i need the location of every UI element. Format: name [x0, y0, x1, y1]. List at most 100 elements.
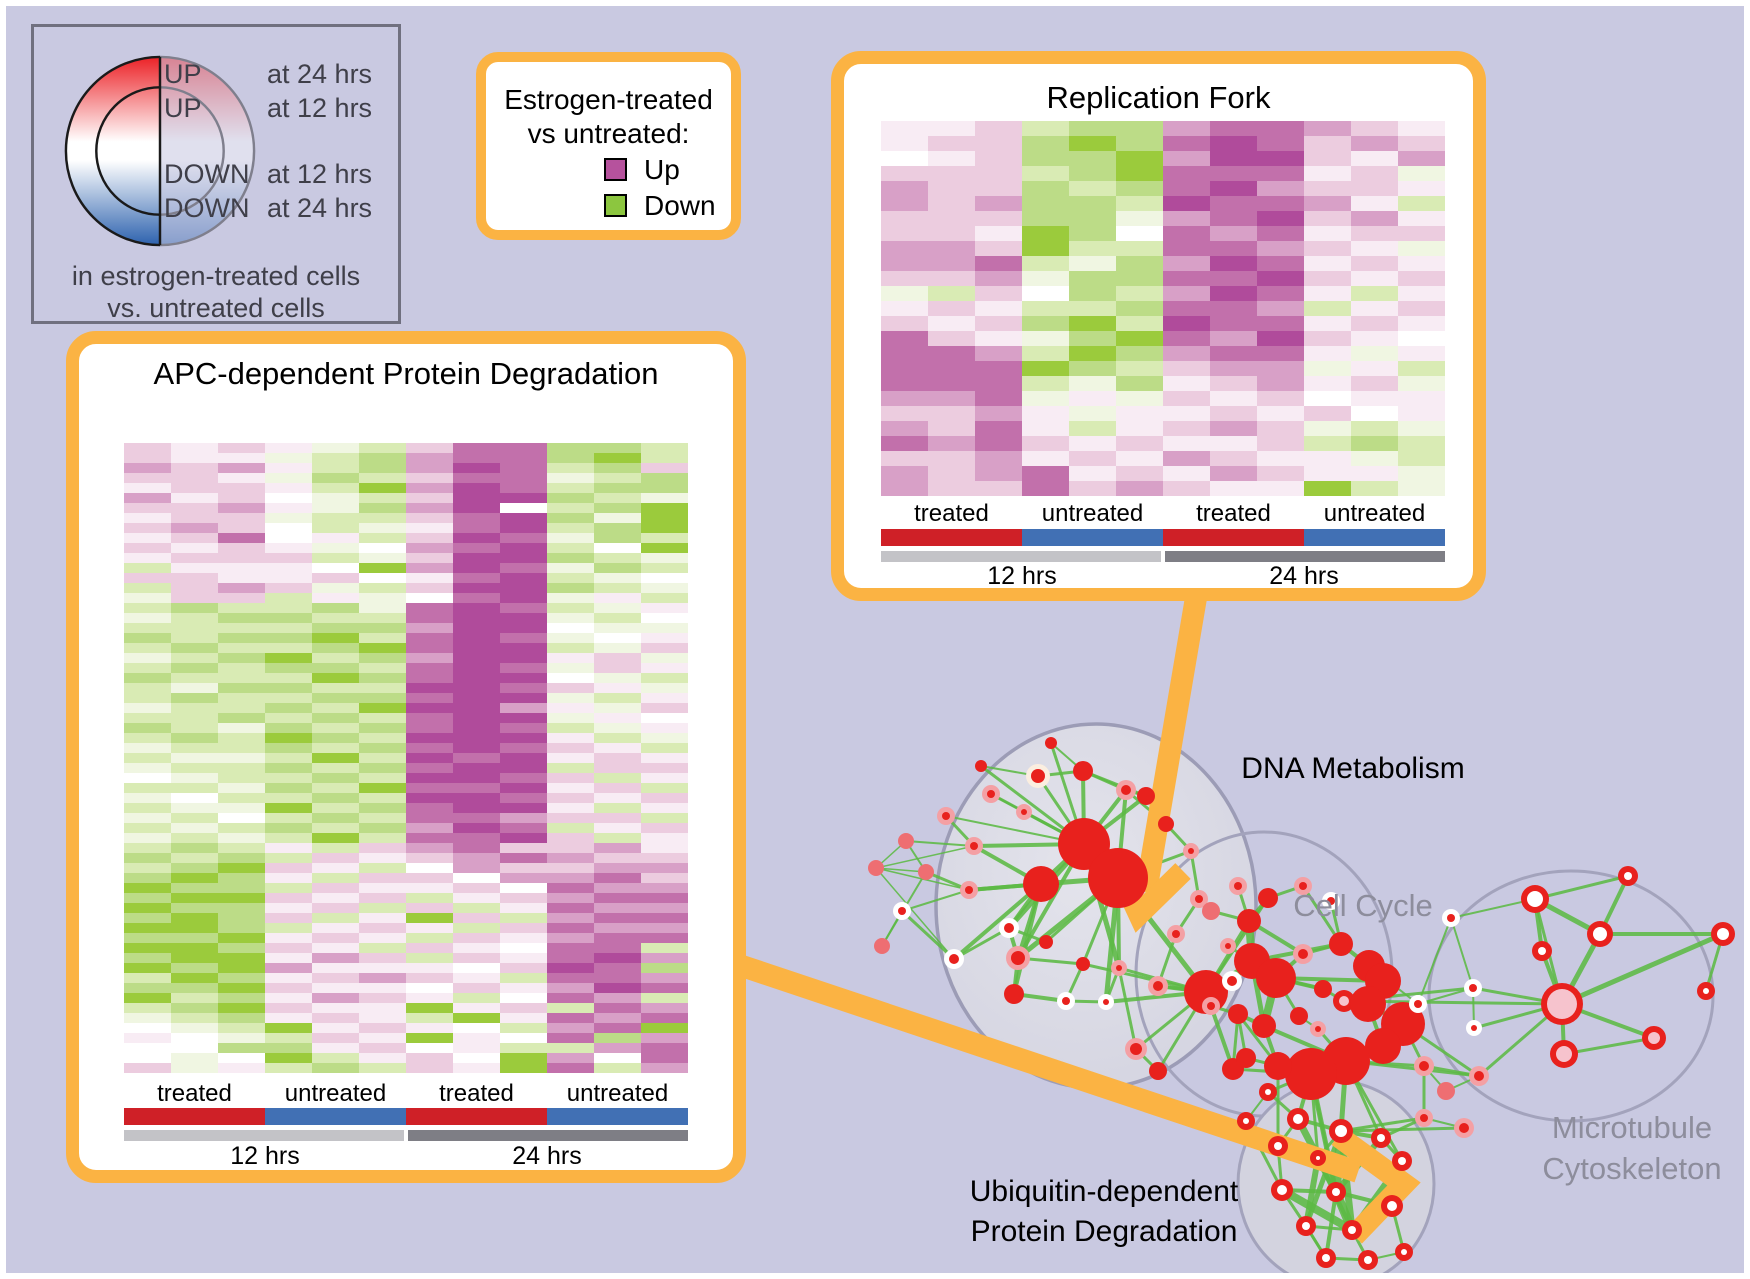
- heatmap-cell: [359, 933, 406, 943]
- heatmap-cell: [218, 593, 265, 603]
- heatmap-cell: [171, 623, 218, 633]
- heatmap-cell: [1116, 166, 1163, 181]
- heatmap-cell: [1210, 256, 1257, 271]
- heatmap-cell: [359, 983, 406, 993]
- heatmap-cell: [171, 673, 218, 683]
- heatmap-cell: [359, 663, 406, 673]
- heatmap-row: [124, 1053, 688, 1063]
- treated-bar: [1163, 529, 1304, 546]
- heatmap-cell: [500, 523, 547, 533]
- heatmap-cell: [453, 723, 500, 733]
- heatmap-cell: [171, 943, 218, 953]
- heatmap-cell: [641, 1003, 688, 1013]
- heatmap-cell: [500, 693, 547, 703]
- heatmap-cell: [500, 733, 547, 743]
- heatmap-cell: [641, 973, 688, 983]
- apc-treated-12-label: treated: [157, 1080, 232, 1107]
- heatmap-cell: [500, 553, 547, 563]
- network-node: [1103, 999, 1109, 1005]
- ubiquitin-line2: Protein Degradation: [970, 1215, 1238, 1248]
- heatmap-cell: [641, 753, 688, 763]
- heatmap-cell: [453, 713, 500, 723]
- up-12-label: UP: [164, 93, 202, 123]
- heatmap-cell: [500, 723, 547, 733]
- network-node: [1031, 769, 1045, 783]
- heatmap-cell: [928, 181, 975, 196]
- heatmap-cell: [881, 136, 928, 151]
- heatmap-cell: [594, 623, 641, 633]
- heatmap-cell: [359, 643, 406, 653]
- heatmap-cell: [547, 633, 594, 643]
- heatmap-cell: [1069, 301, 1116, 316]
- network-edge: [1450, 917, 1474, 989]
- heatmap-cell: [1351, 421, 1398, 436]
- heatmap-cell: [1398, 136, 1445, 151]
- network-node: [868, 860, 884, 876]
- ubiquitin-label: Ubiquitin-dependent Protein Degradation: [924, 1172, 1284, 1252]
- heatmap-cell: [218, 663, 265, 673]
- arrow-repfork-to-dna: [1135, 584, 1209, 894]
- heatmap-cell: [1069, 181, 1116, 196]
- heatmap-cell: [359, 503, 406, 513]
- network-node: [1202, 902, 1220, 920]
- network-edge: [875, 867, 927, 873]
- heatmap-cell: [359, 803, 406, 813]
- heatmap-cell: [1163, 346, 1210, 361]
- network-node: [1237, 909, 1261, 933]
- heatmap-cell: [1116, 331, 1163, 346]
- heatmap-cell: [406, 493, 453, 503]
- heatmap-cell: [594, 1013, 641, 1023]
- network-node: [1316, 1156, 1320, 1160]
- heatmap-cell: [265, 553, 312, 563]
- heatmap-cell: [359, 793, 406, 803]
- heatmap-cell: [547, 583, 594, 593]
- heatmap-cell: [312, 793, 359, 803]
- heatmap-cell: [1351, 451, 1398, 466]
- heatmap-cell: [975, 256, 1022, 271]
- heatmap-cell: [594, 563, 641, 573]
- heatmap-cell: [641, 633, 688, 643]
- heatmap-cell: [124, 823, 171, 833]
- heatmap-cell: [594, 463, 641, 473]
- heatmap-cell: [547, 603, 594, 613]
- heatmap-cell: [641, 653, 688, 663]
- heatmap-cell: [1351, 241, 1398, 256]
- network-node: [1045, 737, 1057, 749]
- network-node: [1264, 1052, 1292, 1080]
- heatmap-cell: [975, 406, 1022, 421]
- heatmap-cell: [453, 1023, 500, 1033]
- network-node: [1377, 1134, 1385, 1142]
- network-edge: [875, 867, 955, 960]
- heatmap-cell: [1116, 271, 1163, 286]
- heatmap-cell: [500, 743, 547, 753]
- heatmap-cell: [547, 873, 594, 883]
- heatmap-cell: [359, 693, 406, 703]
- heatmap-cell: [881, 181, 928, 196]
- heatmap-cell: [975, 436, 1022, 451]
- heatmap-cell: [218, 913, 265, 923]
- heatmap-cell: [1022, 436, 1069, 451]
- heatmap-cell: [1351, 361, 1398, 376]
- heatmap-cell: [406, 633, 453, 643]
- heatmap-cell: [594, 973, 641, 983]
- apc-treated-24-label: treated: [439, 1080, 514, 1107]
- heatmap-cell: [406, 873, 453, 883]
- heatmap-cell: [453, 613, 500, 623]
- heatmap-cell: [453, 483, 500, 493]
- heatmap-cell: [312, 673, 359, 683]
- heatmap-row: [881, 376, 1445, 391]
- heatmap-cell: [975, 346, 1022, 361]
- heatmap-cell: [1022, 121, 1069, 136]
- heatmap-cell: [641, 443, 688, 453]
- heatmap-cell: [453, 953, 500, 963]
- heatmap-cell: [975, 211, 1022, 226]
- apc-title: APC-dependent Protein Degradation: [153, 356, 659, 391]
- heatmap-row: [881, 286, 1445, 301]
- heatmap-cell: [1210, 421, 1257, 436]
- heatmap-cell: [1210, 181, 1257, 196]
- heatmap-cell: [265, 703, 312, 713]
- heatmap-cell: [547, 683, 594, 693]
- network-node: [1474, 1071, 1484, 1081]
- heatmap-cell: [171, 1023, 218, 1033]
- heatmap-cell: [359, 563, 406, 573]
